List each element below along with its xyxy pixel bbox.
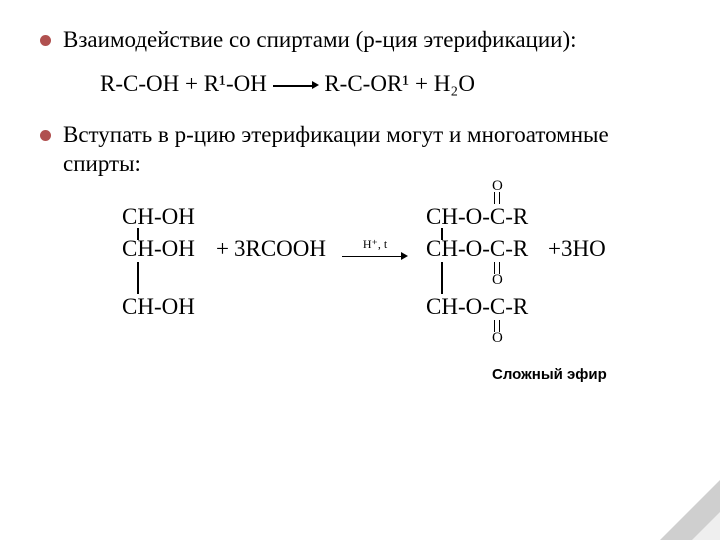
double-bond-icon: [494, 192, 500, 204]
eq2-left-l3: CH-OH: [122, 294, 195, 320]
eq1-rhs2: H₂O: [434, 71, 475, 96]
bond-line-icon: [441, 262, 443, 294]
equation-1: R-C-OH + R¹-OH R-C-OR¹ + H₂O: [100, 71, 680, 97]
bullet-2: Вступать в р-цию этерификации могут и мн…: [40, 121, 680, 179]
eq2-o-bot: O: [492, 330, 503, 347]
bullet-dot-icon: [40, 35, 51, 46]
eq1-lhs2: R¹-OH: [204, 71, 267, 96]
eq2-right-r1: CH-O-C-R: [426, 204, 528, 230]
bullet-1: Взаимодействие со спиртами (р-ция этериф…: [40, 26, 680, 55]
eq2-plus2: +3HO: [548, 236, 606, 262]
eq1-lhs1: R-C-OH: [100, 71, 179, 96]
equation-2: O CH-OH CH-OH CH-OH + 3RCOOH H⁺, t CH-O-…: [122, 186, 680, 436]
eq2-right-r3: CH-O-C-R: [426, 294, 528, 320]
eq2-product-label: Сложный эфир: [492, 366, 607, 383]
eq2-right-r2: CH-O-C-R: [426, 236, 528, 262]
eq1-plus1: +: [185, 71, 198, 96]
eq1-plus2: +: [415, 71, 428, 96]
corner-accent-icon: [660, 480, 720, 540]
bullet-2-text: Вступать в р-цию этерификации могут и мн…: [63, 121, 680, 179]
eq2-o-mid: O: [492, 272, 503, 289]
eq2-cond: H⁺, t: [342, 237, 408, 252]
arrow-icon: H⁺, t: [342, 241, 408, 267]
eq2-reagent: 3RCOOH: [234, 236, 326, 262]
bullet-1-text: Взаимодействие со спиртами (р-ция этериф…: [63, 26, 577, 55]
eq2-left-l1: CH-OH: [122, 204, 195, 230]
eq2-left-l2: CH-OH: [122, 236, 195, 262]
eq1-rhs1: R-C-OR¹: [324, 71, 409, 96]
slide-content: Взаимодействие со спиртами (р-ция этериф…: [0, 0, 720, 436]
bond-line-icon: [137, 262, 139, 294]
bullet-dot-icon: [40, 130, 51, 141]
eq2-plus1: +: [216, 236, 229, 262]
